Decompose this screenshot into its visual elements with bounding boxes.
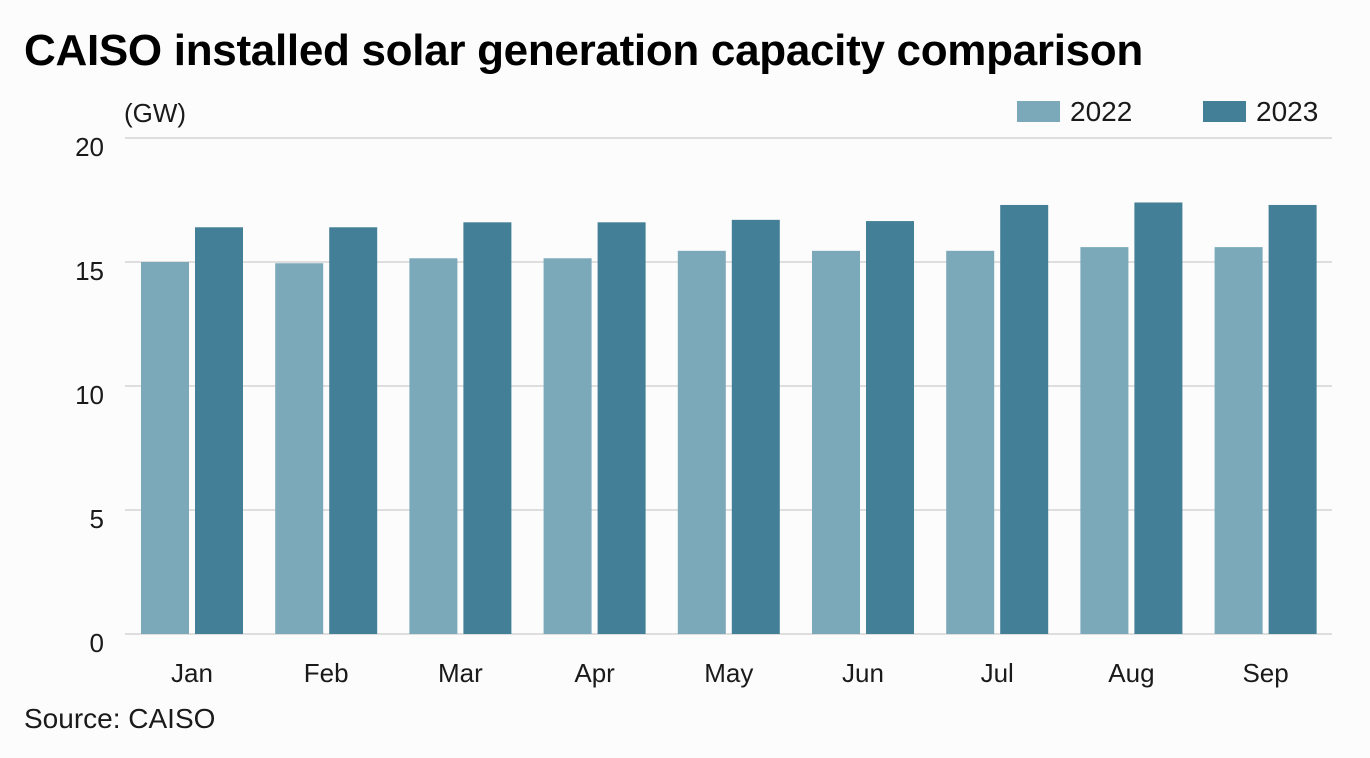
bar-aug-2022 <box>1080 247 1129 634</box>
x-tick-label: Sep <box>1242 658 1288 688</box>
x-tick-label: Mar <box>438 658 483 688</box>
legend-label-2023: 2023 <box>1256 96 1318 127</box>
chart-title: CAISO installed solar generation capacit… <box>24 26 1143 75</box>
y-tick-label: 5 <box>90 504 104 534</box>
source-note: Source: CAISO <box>24 703 216 734</box>
y-tick-label: 20 <box>75 132 104 162</box>
legend-swatch-2022 <box>1017 101 1060 122</box>
x-tick-label: Jun <box>842 658 884 688</box>
x-tick-label: Apr <box>574 658 615 688</box>
legend-swatch-2023 <box>1203 101 1246 122</box>
bar-jun-2023 <box>866 221 914 634</box>
y-tick-label: 15 <box>75 256 104 286</box>
bar-sep-2022 <box>1214 247 1263 634</box>
bar-jan-2022 <box>141 262 189 634</box>
bar-mar-2022 <box>409 258 458 634</box>
x-tick-label: Feb <box>304 658 349 688</box>
bar-aug-2023 <box>1134 202 1183 635</box>
bar-sep-2023 <box>1268 204 1317 634</box>
x-tick-label: May <box>704 658 753 688</box>
bars <box>141 202 1317 635</box>
y-axis-ticks: 0 5 10 15 20 <box>75 132 104 658</box>
bar-feb-2023 <box>329 227 378 634</box>
y-tick-label: 0 <box>90 628 104 658</box>
bar-mar-2023 <box>463 222 512 634</box>
x-axis-ticks: Jan Feb Mar Apr May Jun Jul Aug Sep <box>171 658 1289 688</box>
bar-may-2022 <box>677 250 726 634</box>
bar-jan-2023 <box>195 227 243 634</box>
bar-jun-2022 <box>812 250 860 634</box>
x-tick-label: Jul <box>981 658 1014 688</box>
y-tick-label: 10 <box>75 380 104 410</box>
bar-apr-2023 <box>597 222 646 634</box>
bar-may-2023 <box>731 219 780 634</box>
y-axis-unit-label: (GW) <box>124 98 186 128</box>
x-tick-label: Jan <box>171 658 213 688</box>
gridlines <box>125 137 1332 635</box>
bar-feb-2022 <box>275 263 324 634</box>
x-tick-label: Aug <box>1108 658 1154 688</box>
bar-jul-2023 <box>1000 204 1049 634</box>
bar-apr-2022 <box>543 258 592 634</box>
legend: 2022 2023 <box>1017 96 1318 127</box>
bar-jul-2022 <box>946 250 995 634</box>
legend-label-2022: 2022 <box>1070 96 1132 127</box>
